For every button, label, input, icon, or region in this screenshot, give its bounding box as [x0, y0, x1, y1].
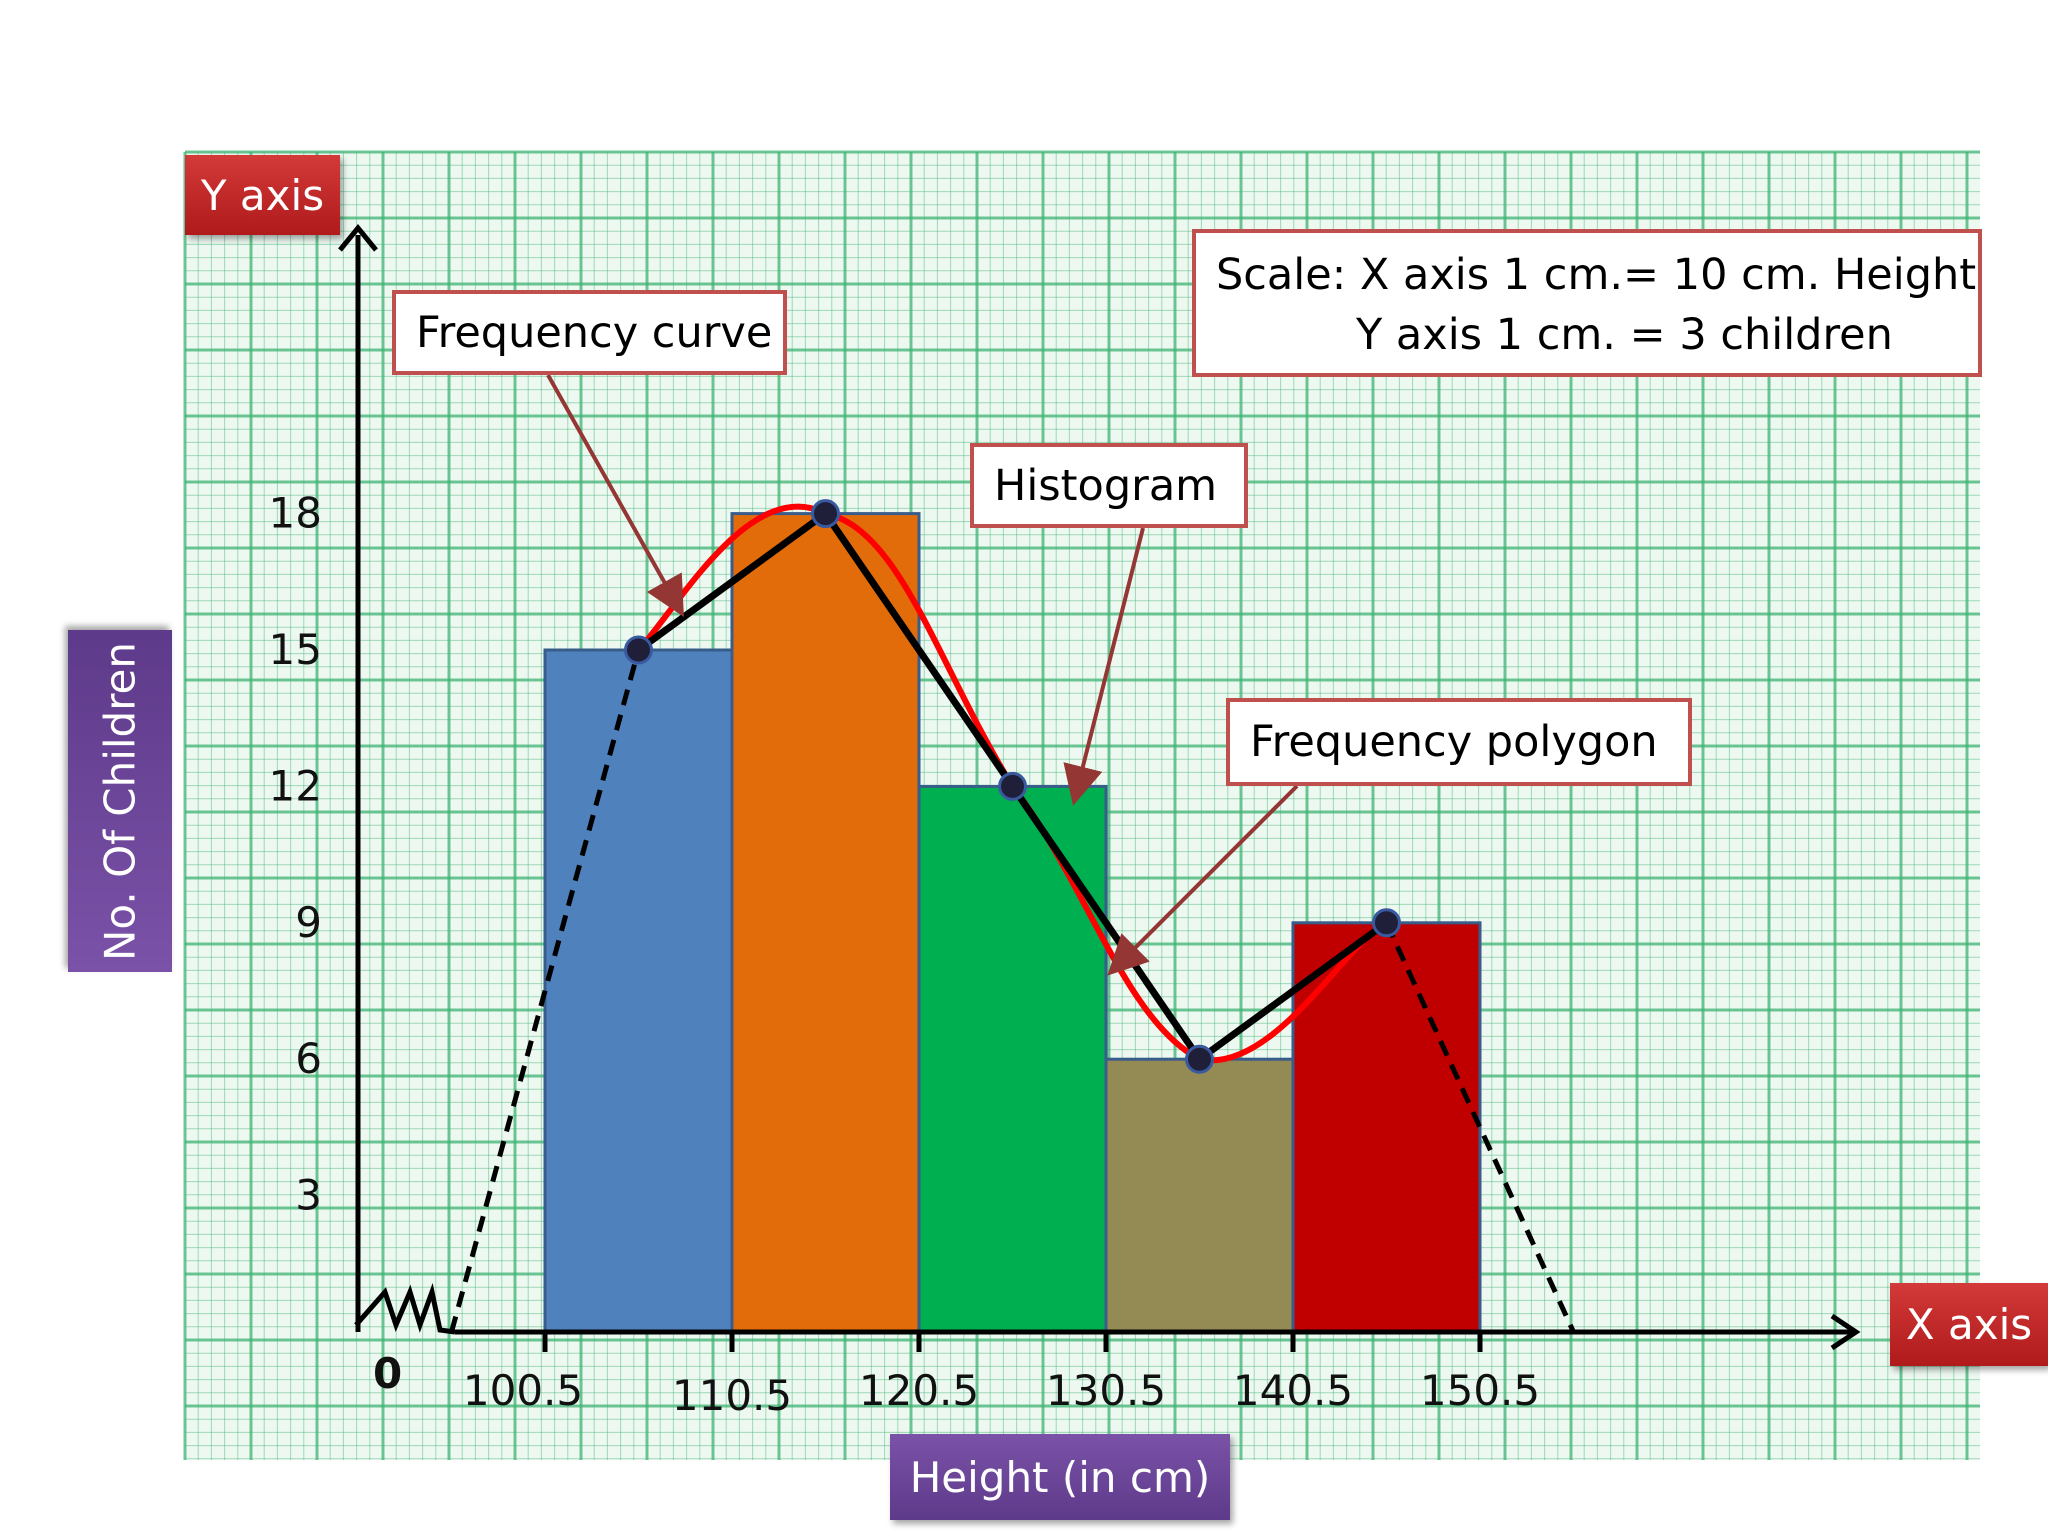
- axis-break-zigzag: [354, 1282, 456, 1335]
- x-axis-arrowhead: [1830, 1313, 1861, 1351]
- histogram-bar-2: [730, 512, 921, 1334]
- x-tick-label: 120.5: [859, 1366, 979, 1415]
- frequency-curve-callout: Frequency curve: [392, 290, 787, 375]
- axes: [338, 224, 1861, 1351]
- scale-note-line2: Y axis 1 cm. = 3 children: [1356, 310, 1893, 360]
- arrow-frequency-curve: [546, 374, 684, 617]
- y-tick-label: 12: [269, 761, 322, 810]
- histogram-bar-3: [917, 784, 1108, 1334]
- x-tick-label: 100.5: [463, 1366, 583, 1415]
- frequency-polygon-callout: Frequency polygon: [1226, 698, 1692, 786]
- polygon-extension-lines: [449, 649, 1576, 1334]
- x-axis-ticks: 100.5 110.5 120.5 130.5 140.5 150.5: [463, 1332, 1540, 1420]
- scale-note-line1: Scale: X axis 1 cm.= 10 cm. Height: [1216, 250, 1977, 300]
- x-tick-label: 110.5: [672, 1371, 792, 1420]
- x-tick-label: 140.5: [1233, 1366, 1353, 1415]
- polygon-points: [624, 499, 1401, 1074]
- y-tick-label: 6: [295, 1034, 322, 1083]
- y-tick-label: 3: [295, 1171, 322, 1220]
- x-tick-label: 130.5: [1046, 1366, 1166, 1415]
- x-tick-label: 150.5: [1420, 1366, 1540, 1415]
- x-axis-tag-text: X axis: [1905, 1300, 2033, 1349]
- polygon-extension-right: [1384, 921, 1576, 1334]
- y-axis-arrowhead: [338, 224, 378, 252]
- polygon-point-1: [624, 635, 653, 665]
- y-axis-title: No. Of Children: [68, 630, 172, 972]
- callout-arrows: [546, 374, 1299, 976]
- polygon-point-2: [811, 499, 840, 529]
- histogram-callout-text: Histogram: [994, 460, 1218, 511]
- y-tick-label: 15: [269, 625, 322, 674]
- histogram-bar-4: [1104, 1057, 1295, 1334]
- polygon-point-5: [1372, 908, 1401, 938]
- x-axis-title: Height (in cm): [890, 1434, 1230, 1520]
- histogram-callout: Histogram: [970, 443, 1248, 528]
- y-axis-tag: Y axis: [185, 155, 340, 235]
- scale-note: Scale: X axis 1 cm.= 10 cm. Height Y axi…: [1192, 229, 1982, 377]
- polygon-point-4: [1185, 1044, 1214, 1074]
- frequency-polygon-callout-text: Frequency polygon: [1250, 717, 1658, 767]
- histogram-bar-1: [543, 648, 734, 1334]
- x-axis-tag: X axis: [1890, 1283, 2048, 1366]
- y-axis-ticks: 3 6 9 12 15 18: [269, 489, 322, 1220]
- polygon-extension-left: [449, 649, 641, 1333]
- frequency-curve-callout-text: Frequency curve: [416, 307, 773, 358]
- arrow-frequency-polygon: [1107, 784, 1299, 976]
- origin-label: 0: [373, 1349, 402, 1398]
- arrow-histogram: [1063, 527, 1145, 806]
- histogram-bar-5: [1291, 921, 1482, 1334]
- y-tick-label: 18: [269, 489, 322, 538]
- polygon-point-3: [998, 771, 1027, 801]
- y-axis-title-text: No. Of Children: [95, 641, 145, 961]
- x-axis-title-text: Height (in cm): [909, 1452, 1211, 1502]
- y-axis-tag-text: Y axis: [200, 170, 325, 220]
- y-tick-label: 9: [295, 898, 322, 947]
